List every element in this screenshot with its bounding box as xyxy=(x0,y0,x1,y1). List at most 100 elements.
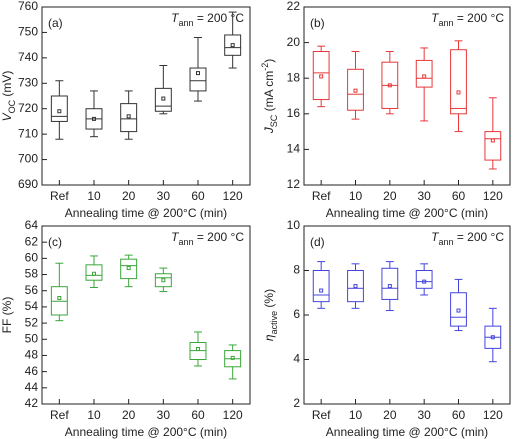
text-segment: FF (%) xyxy=(0,297,14,334)
mean xyxy=(387,284,392,289)
annotation: Tann = 200 °C xyxy=(171,230,244,247)
box xyxy=(120,103,138,133)
x-axis-label: Annealing time @ 200°C (min) xyxy=(65,425,227,439)
y-axis-label: JSC (mA cm-2) xyxy=(260,59,279,135)
mean xyxy=(196,346,200,351)
x-tick-label: 120 xyxy=(483,189,503,203)
y-tick-label: 56 xyxy=(25,283,39,297)
x-tick-label: Ref xyxy=(312,189,331,203)
y-tick-label: 42 xyxy=(25,396,39,410)
text-segment: = 200 °C xyxy=(194,230,245,244)
y-tick-label: 54 xyxy=(25,299,39,313)
y-tick-label: 12 xyxy=(287,177,301,191)
x-tick-label: 120 xyxy=(223,408,243,422)
annotation: Tann = 200 °C xyxy=(171,11,244,28)
mean xyxy=(319,288,324,293)
box xyxy=(415,270,433,289)
x-tick-label: 60 xyxy=(452,189,466,203)
box xyxy=(484,131,502,161)
mean xyxy=(490,335,495,340)
mean xyxy=(319,74,324,79)
text-segment: active xyxy=(269,311,279,335)
text-segment: T xyxy=(431,230,440,244)
mean xyxy=(92,271,96,276)
y-tick-label: 710 xyxy=(18,126,38,140)
panel: 2 4 6 8 10 Ref 10 20 30 60 120 Annealing time @ 200… xyxy=(262,218,511,439)
text-segment: (mA cm xyxy=(262,71,276,115)
y-tick-label: 8 xyxy=(293,263,300,277)
y-tick-label: 720 xyxy=(18,101,38,115)
mean xyxy=(353,88,358,93)
mean xyxy=(161,278,166,283)
y-tick-label: 2 xyxy=(293,396,300,410)
plot-frame xyxy=(41,6,251,186)
mean xyxy=(456,90,461,95)
mean xyxy=(490,138,495,143)
box xyxy=(120,258,138,280)
mean xyxy=(387,83,392,88)
panel-label: (a) xyxy=(48,16,63,30)
mean xyxy=(422,74,427,79)
x-tick-label: Ref xyxy=(312,408,331,422)
y-tick-label: 64 xyxy=(25,218,39,232)
text-segment: ann xyxy=(438,18,453,28)
y-tick-label: 690 xyxy=(18,177,38,191)
plot-frame xyxy=(303,225,511,405)
y-tick-label: 48 xyxy=(25,348,39,362)
x-tick-label: 30 xyxy=(417,408,431,422)
x-tick-label: 60 xyxy=(191,189,205,203)
mean xyxy=(456,308,461,313)
x-axis-label: Annealing time @ 200°C (min) xyxy=(326,425,488,439)
x-tick-label: 30 xyxy=(157,189,171,203)
text-segment: -2 xyxy=(260,63,270,71)
x-tick-label: 60 xyxy=(452,408,466,422)
y-tick-label: 16 xyxy=(287,106,301,120)
text-segment: ann xyxy=(178,237,193,247)
box xyxy=(450,49,467,115)
plot-frame xyxy=(41,225,251,405)
box xyxy=(85,264,103,281)
x-tick-label: 30 xyxy=(157,408,171,422)
y-tick-label: 62 xyxy=(25,234,39,248)
x-tick-label: 10 xyxy=(87,408,101,422)
panel-label: (c) xyxy=(48,235,62,249)
x-tick-label: 20 xyxy=(122,189,136,203)
mean xyxy=(230,355,235,360)
mean xyxy=(230,43,235,48)
y-tick-label: 750 xyxy=(18,25,38,39)
box xyxy=(381,267,399,300)
box xyxy=(450,292,467,327)
y-tick-label: 44 xyxy=(25,380,39,394)
y-tick-label: 60 xyxy=(25,251,39,265)
text-segment: ann xyxy=(438,237,453,247)
text-segment: SC xyxy=(269,114,279,127)
x-axis-label: Annealing time @ 200°C (min) xyxy=(326,206,488,220)
x-tick-label: 10 xyxy=(349,189,363,203)
mean xyxy=(422,279,427,284)
text-segment: T xyxy=(171,230,180,244)
y-tick-label: 760 xyxy=(18,0,38,13)
y-tick-label: 22 xyxy=(287,0,301,13)
x-tick-label: 120 xyxy=(223,189,243,203)
x-tick-label: Ref xyxy=(50,408,69,422)
box xyxy=(312,51,330,101)
mean xyxy=(353,284,358,289)
x-axis-label: Annealing time @ 200°C (min) xyxy=(65,206,227,220)
y-tick-label: 6 xyxy=(293,307,300,321)
y-tick-label: 4 xyxy=(293,352,300,366)
mean xyxy=(57,109,62,114)
x-tick-label: 10 xyxy=(87,189,101,203)
x-tick-label: 20 xyxy=(383,189,397,203)
y-tick-label: 46 xyxy=(25,364,39,378)
x-tick-label: 10 xyxy=(349,408,363,422)
text-segment: T xyxy=(431,11,440,25)
y-axis-label: FF (%) xyxy=(0,297,14,334)
box xyxy=(312,270,330,303)
y-tick-label: 730 xyxy=(18,75,38,89)
text-segment: = 200 °C xyxy=(454,230,505,244)
panel: 690 700 710 720 730 740 750 760 Ref 10 20 30 60 120 An… xyxy=(0,0,251,220)
text-segment: ) xyxy=(262,59,276,63)
panel-label: (d) xyxy=(310,235,325,249)
mean xyxy=(126,114,131,119)
